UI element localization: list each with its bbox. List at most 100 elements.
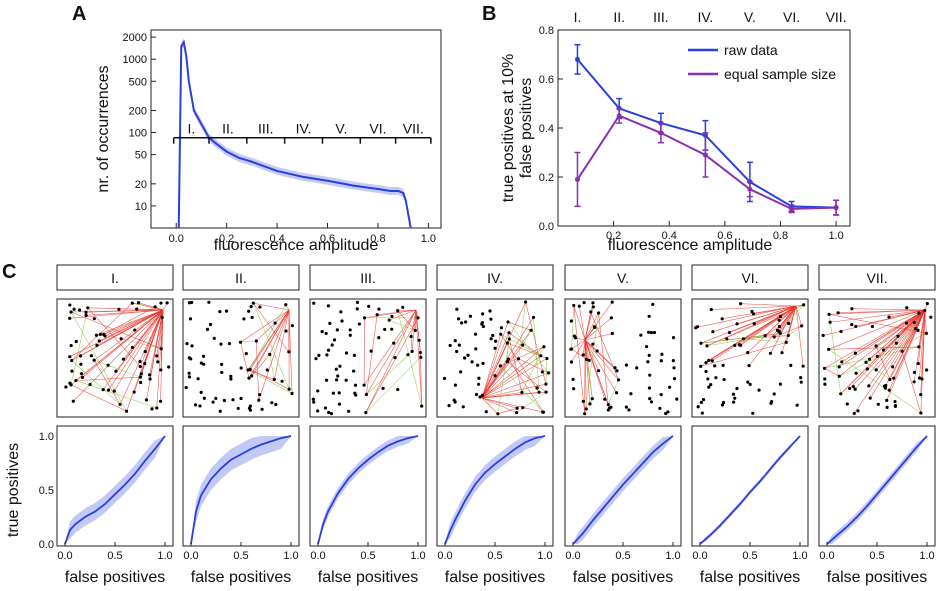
bin-header-box (818, 264, 936, 291)
network-edge (247, 369, 275, 380)
network-node (929, 315, 933, 319)
network-node (839, 392, 843, 396)
network-node (84, 310, 88, 314)
network-node (591, 342, 595, 346)
bin-top-label: V. (744, 9, 756, 25)
bin-label: VII. (403, 121, 424, 137)
network-node (413, 328, 417, 333)
network-node (613, 366, 617, 370)
network-node (324, 331, 328, 336)
network-node (721, 400, 726, 405)
network-edge (377, 309, 417, 316)
network-node (190, 344, 194, 348)
network-edge (507, 321, 549, 374)
network-node (615, 369, 619, 373)
network-node (856, 409, 860, 413)
panel-a-frame (150, 29, 442, 229)
network-node (69, 310, 73, 314)
network-node (720, 403, 725, 407)
network-node (396, 309, 400, 313)
network-nodes (694, 302, 806, 415)
data-point (702, 152, 708, 158)
network-node (130, 345, 135, 350)
network-node (916, 328, 920, 332)
network-node (314, 357, 318, 361)
network-node (535, 386, 539, 390)
network-node (584, 407, 588, 411)
network-node (900, 349, 904, 353)
network-node (347, 409, 351, 413)
network-edge (795, 305, 802, 326)
network-node (348, 328, 352, 332)
network-node (506, 320, 510, 324)
network-node (344, 378, 348, 382)
network-node (596, 311, 601, 315)
x-tick-label: 0.0 (169, 233, 184, 245)
network-edge (875, 336, 899, 347)
network-node (258, 305, 262, 309)
network-node (801, 364, 805, 368)
network-node (187, 356, 191, 360)
network-node (348, 333, 352, 337)
network-frame (691, 298, 809, 418)
network-node (326, 304, 330, 308)
network-node (148, 377, 152, 381)
bin-header-box (182, 264, 300, 291)
network-node (627, 408, 631, 412)
panel-c-grid: I. 0.0 0.5 1.0 false positives 0.0 0.5 1.0 II. 0.… (39, 264, 936, 586)
network-node (874, 344, 878, 348)
bin-top-label: III. (653, 9, 669, 25)
bin-header-box (564, 264, 682, 291)
network-node (912, 370, 917, 374)
network-edge (123, 309, 164, 360)
network-node (242, 317, 246, 321)
network-node (381, 386, 385, 390)
network-node (639, 333, 643, 337)
roc-x-tick-label: 0.5 (615, 550, 630, 562)
network-node (590, 397, 594, 401)
network-node (850, 307, 854, 311)
network-node (334, 378, 339, 382)
roc-y-tick-label: 0.5 (39, 485, 54, 497)
network-node (138, 359, 142, 364)
roc-x-label: false positives (318, 569, 419, 586)
network-node (249, 305, 253, 309)
network-node (114, 369, 118, 373)
network-node (709, 383, 713, 387)
network-edge (740, 303, 797, 307)
network-edge (75, 376, 141, 381)
network-node (320, 330, 324, 334)
network-edge (507, 321, 532, 331)
bin-header-label: V. (617, 270, 629, 286)
roc-x-tick-label: 0.5 (107, 550, 122, 562)
network-node (250, 374, 254, 378)
network-node (701, 397, 706, 402)
network-node (874, 368, 878, 372)
network-node (610, 300, 614, 304)
network-node (474, 392, 479, 397)
panel-a-bin-ruler: I. II. III. IV. V. VI. VII. (172, 121, 432, 144)
network-node (751, 312, 756, 316)
y-tick-label: 0.8 (539, 25, 554, 37)
roc-curve (444, 435, 546, 545)
network-node (158, 399, 163, 403)
network-node (727, 330, 732, 335)
network-node (78, 354, 83, 358)
network-node (417, 338, 421, 342)
network-node (455, 349, 459, 354)
panel-b-line-chart: 0.2 0.4 0.6 0.8 1.0 0.0 0.2 0.4 0.6 0.8 I. II. III… (500, 9, 851, 254)
network-node (362, 316, 367, 320)
panel-c-column-7: VII. 0.0 0.5 1.0 false positives (818, 264, 936, 586)
network-node (353, 383, 358, 387)
network-node (270, 401, 274, 405)
network-node (828, 320, 832, 324)
network-node (392, 341, 396, 345)
network-node (453, 339, 457, 343)
network-frame (309, 298, 427, 418)
network-node (390, 314, 394, 318)
network-edge (103, 306, 156, 335)
network-edge (584, 339, 599, 371)
network-edge (138, 302, 164, 311)
network-node (187, 301, 191, 305)
data-point (574, 56, 580, 62)
